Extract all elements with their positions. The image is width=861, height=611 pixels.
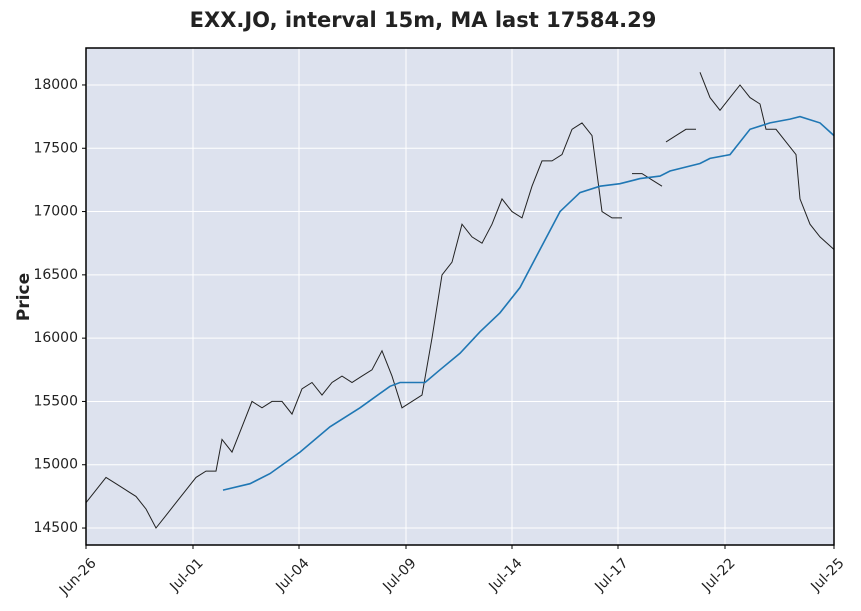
y-tick-label: 17500 bbox=[33, 140, 78, 156]
x-tick-label: Jun-26 bbox=[56, 555, 100, 599]
x-tick-label: Jul-17 bbox=[591, 555, 631, 595]
x-tick-label: Jul-09 bbox=[379, 555, 419, 595]
x-tick-label: Jul-14 bbox=[485, 555, 525, 595]
x-tick-label: Jul-01 bbox=[166, 555, 206, 595]
chart-title: EXX.JO, interval 15m, MA last 17584.29 bbox=[190, 8, 657, 32]
y-tick-label: 15000 bbox=[33, 457, 78, 473]
series-line bbox=[85, 72, 835, 529]
y-tick-label: 16500 bbox=[33, 267, 78, 283]
series-line bbox=[222, 115, 835, 491]
y-tick-label: 14500 bbox=[33, 520, 78, 536]
y-tick-label: 15500 bbox=[33, 393, 78, 409]
marks bbox=[85, 72, 835, 529]
y-tick-label: 17000 bbox=[33, 204, 78, 220]
y-tick-label: 18000 bbox=[33, 77, 78, 93]
y-tick-label: 16000 bbox=[33, 330, 78, 346]
plot-area bbox=[86, 48, 834, 545]
x-tick-label: Jul-04 bbox=[272, 555, 312, 595]
x-tick-label: Jul-22 bbox=[698, 555, 738, 595]
x-tick-label: Jul-25 bbox=[807, 555, 847, 595]
plot-frame bbox=[85, 47, 835, 546]
y-axis-label: Price bbox=[14, 273, 34, 321]
